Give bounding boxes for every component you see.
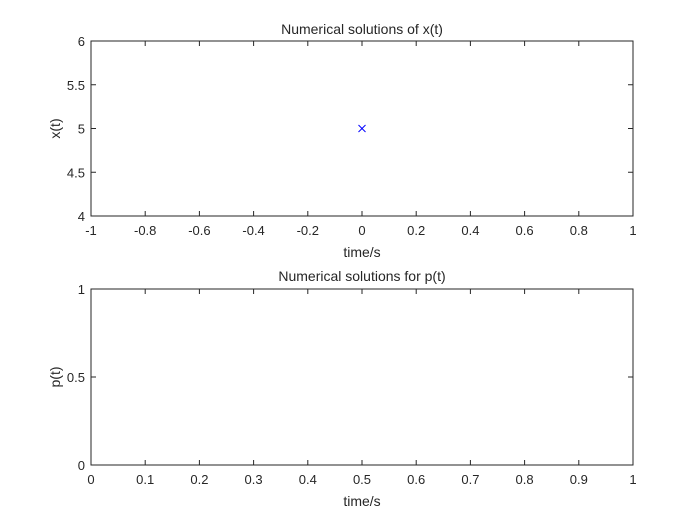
- ticks-x-of-t: -1 -0.8 -0.6 -0.4 -0.2 0 0.2 0.4 0.6 0.8 1 4 4.5 5 5.5…: [67, 34, 637, 238]
- x-tick-label: 0.6: [407, 472, 425, 487]
- y-axis-title-x-of-t: x(t): [47, 118, 63, 138]
- x-tick-label: 0.8: [570, 223, 588, 238]
- x-axis-title-x-of-t: time/s: [343, 244, 380, 260]
- x-tick-label: 0.7: [461, 472, 479, 487]
- x-tick-label: -1: [85, 223, 97, 238]
- x-tick-label: -0.6: [188, 223, 210, 238]
- x-tick-label: 0.2: [407, 223, 425, 238]
- x-tick-label: 1: [629, 223, 636, 238]
- x-tick-label: 0.2: [190, 472, 208, 487]
- y-tick-label: 6: [78, 34, 85, 49]
- x-tick-label: 0.5: [353, 472, 371, 487]
- x-tick-label: 0.9: [570, 472, 588, 487]
- y-tick-label: 0.5: [67, 370, 85, 385]
- subplot-p-of-t: Numerical solutions for p(t) 0 0.1 0.2 0.3 0…: [47, 268, 637, 509]
- data-point-marker: [358, 124, 366, 133]
- subplot-x-of-t: Numerical solutions of x(t) -1 -0.8 -0.6 -0…: [47, 21, 637, 260]
- y-tick-label: 1: [78, 282, 85, 297]
- y-tick-label: 0: [78, 458, 85, 473]
- x-tick-label: 0: [358, 223, 365, 238]
- x-tick-label: -0.2: [297, 223, 319, 238]
- x-tick-label: 0.6: [516, 223, 534, 238]
- y-tick-label: 5.5: [67, 78, 85, 93]
- x-tick-label: 0.1: [136, 472, 154, 487]
- x-tick-label: -0.4: [242, 223, 264, 238]
- ticks-p-of-t: 0 0.1 0.2 0.3 0.4 0.5 0.6 0.7 0.8 0.9 1 0 0.5 1: [67, 282, 637, 487]
- y-tick-label: 5: [78, 122, 85, 137]
- y-axis-title-p-of-t: p(t): [47, 367, 63, 388]
- x-axis-title-p-of-t: time/s: [343, 493, 380, 509]
- x-tick-label: 0.4: [461, 223, 479, 238]
- plot-title-x-of-t: Numerical solutions of x(t): [281, 21, 443, 37]
- y-tick-label: 4: [78, 209, 85, 224]
- plot-title-p-of-t: Numerical solutions for p(t): [278, 268, 445, 284]
- marks-x-of-t: [358, 124, 366, 133]
- x-tick-label: 0: [87, 472, 94, 487]
- y-tick-label: 4.5: [67, 165, 85, 180]
- x-tick-label: -0.8: [134, 223, 156, 238]
- x-tick-label: 0.3: [245, 472, 263, 487]
- x-tick-label: 0.8: [516, 472, 534, 487]
- axes-p-of-t: [90, 288, 634, 466]
- x-tick-label: 0.4: [299, 472, 317, 487]
- x-tick-label: 1: [629, 472, 636, 487]
